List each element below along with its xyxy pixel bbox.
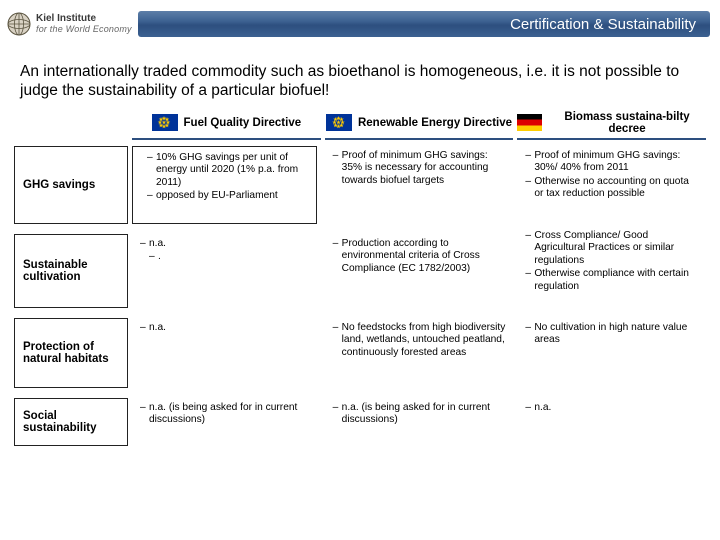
slide-title: Certification & Sustainability <box>510 16 696 33</box>
cell-cultivation-biomass: Cross Compliance/ Good Agricultural Prac… <box>513 226 706 308</box>
column-title: Renewable Energy Directive <box>358 117 512 129</box>
eu-flag-icon <box>326 114 352 131</box>
row-label-ghg: GHG savings <box>14 146 128 224</box>
row-label-social: Social sustainability <box>14 398 128 446</box>
column-header-spacer <box>14 111 128 140</box>
column-header-red: Renewable Energy Directive <box>325 111 514 140</box>
institute-name: Kiel Institute <box>36 14 132 24</box>
slide-title-bar: Certification & Sustainability <box>138 11 710 37</box>
institute-logo: Kiel Institute for the World Economy <box>6 11 132 37</box>
row-label-habitats: Protection of natural habitats <box>14 318 128 388</box>
column-headers: Fuel Quality Directive Renewable Energy … <box>14 111 706 140</box>
table-row: Social sustainability n.a. (is being ask… <box>14 398 706 456</box>
cell-social-red: n.a. (is being asked for in current disc… <box>321 398 514 446</box>
table-row: GHG savings 10% GHG savings per unit of … <box>14 146 706 234</box>
table-row: Protection of natural habitats n.a. No f… <box>14 318 706 398</box>
cell-cultivation-red: Production according to environmental cr… <box>321 234 514 308</box>
main-statement: An internationally traded commodity such… <box>0 48 720 107</box>
globe-icon <box>6 11 32 37</box>
institute-tagline: for the World Economy <box>36 24 132 34</box>
cell-social-biomass: n.a. <box>513 398 706 446</box>
comparison-table: Fuel Quality Directive Renewable Energy … <box>0 107 720 456</box>
column-title: Biomass sustaina-bilty decree <box>548 111 706 135</box>
cell-cultivation-fqd: n.a. . <box>128 234 321 308</box>
cell-ghg-red: Proof of minimum GHG savings: 35% is nec… <box>321 146 514 224</box>
row-label-cultivation: Sustainable cultivation <box>14 234 128 308</box>
cell-ghg-fqd: 10% GHG savings per unit of energy until… <box>132 146 317 224</box>
de-flag-icon <box>517 114 542 131</box>
column-header-biomass: Biomass sustaina-bilty decree <box>517 111 706 140</box>
column-header-fqd: Fuel Quality Directive <box>132 111 321 140</box>
eu-flag-icon <box>152 114 178 131</box>
column-title: Fuel Quality Directive <box>184 117 302 129</box>
cell-ghg-biomass: Proof of minimum GHG savings: 30%/ 40% f… <box>513 146 706 224</box>
cell-habitats-biomass: No cultivation in high nature value area… <box>513 318 706 388</box>
slide-header: Kiel Institute for the World Economy Cer… <box>0 0 720 48</box>
cell-social-fqd: n.a. (is being asked for in current disc… <box>128 398 321 446</box>
cell-habitats-fqd: n.a. <box>128 318 321 388</box>
cell-habitats-red: No feedstocks from high biodiversity lan… <box>321 318 514 388</box>
table-row: Sustainable cultivation n.a. . Productio… <box>14 234 706 318</box>
